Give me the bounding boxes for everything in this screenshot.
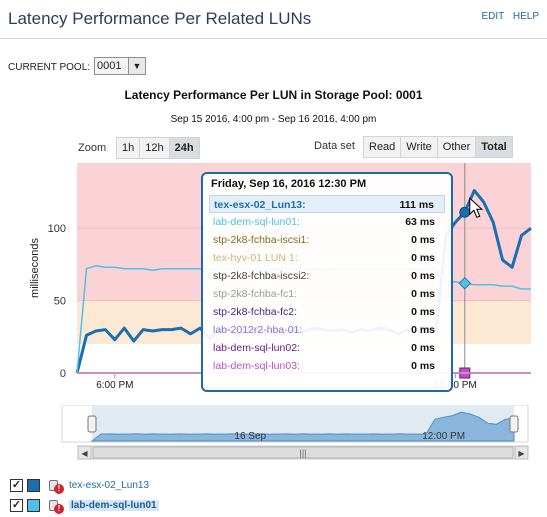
tooltip-row: stp-2k8-fchba-fc2: 0 ms [209,303,445,321]
header-divider [0,38,547,39]
chart-title: Latency Performance Per LUN in Storage P… [124,88,423,102]
legend-item[interactable]: ✓! lab-dem-sql-lun01 [10,496,159,515]
tooltip-row: stp-2k8-fchba-iscsi1: 0 ms [209,231,445,249]
tooltip-series-name: stp-2k8-fchba-fc1: [213,288,298,300]
x-tick-label: 12:00 PM [434,380,477,391]
zoom-button-group: 1h 12h 24h [116,137,200,159]
zoom-label: Zoom [78,142,107,154]
legend-label[interactable]: lab-dem-sql-lun01 [69,500,159,511]
zoom-24h-button[interactable]: 24h [169,138,199,158]
series-color-swatch [27,499,40,512]
error-icon: ! [54,483,64,494]
tooltip-row: lab-dem-sql-lun03: 0 ms [209,357,445,375]
chart-navigator[interactable]: 16 Sep 12:00 PM ||| ◀ ▶ [0,405,547,463]
current-pool-label: CURRENT POOL: [8,62,91,73]
mouse-pointer-icon [469,197,484,218]
tooltip-series-name: tex-esx-02_Lun13: [214,199,306,211]
scrollbar-grip-icon: ||| [299,448,306,458]
checkbox-icon[interactable]: ✓ [10,499,23,512]
y-axis-title: milliseconds [29,238,41,298]
help-link[interactable]: HELP [512,11,539,22]
navigator-label: 12:00 PM [422,431,465,442]
tooltip-row: lab-dem-sql-lun02: 0 ms [209,339,445,357]
chart-subtitle: Sep 15 2016, 4:00 pm - Sep 16 2016, 4:00… [170,114,377,125]
tooltip-series-value: 0 ms [411,252,435,264]
tooltip-row: stp-2k8-fchba-iscsi2: 0 ms [209,267,445,285]
tooltip-series-value: 0 ms [411,270,435,282]
tooltip-series-name: stp-2k8-fchba-fc2: [213,306,298,318]
dataset-total-button[interactable]: Total [476,137,512,157]
database-icon: ! [49,479,64,494]
navigator-area [90,411,515,442]
tooltip-series-name: lab-dem-sql-lun02: [213,342,300,354]
tooltip-series-name: lab-2012r2-hba-01: [213,324,303,336]
y-tick-label: 100 [48,223,66,235]
header-links: EDIT HELP [475,11,539,22]
dataset-write-button[interactable]: Write [401,137,438,157]
chevron-right-icon: ▶ [518,449,525,458]
navigator-handle [509,415,519,433]
tooltip-series-value: 0 ms [411,234,435,246]
legend-item[interactable]: ✓! tex-esx-02_Lun13 [10,476,159,495]
scroll-left-button [77,445,92,460]
tooltip-row: tex-hyv-01 LUN 1: 0 ms [209,249,445,267]
tooltip-series-value: 0 ms [411,342,435,354]
x-tick-label: 6:00 PM [96,380,133,391]
dataset-other-button[interactable]: Other [437,137,477,157]
chevron-left-icon: ◀ [81,449,88,458]
navigator-scrollbar-thumb [92,446,514,459]
page-title: Latency Performance Per Related LUNs [8,9,312,28]
dataset-read-button[interactable]: Read [364,137,402,157]
tooltip-series-name: lab-dem-sql-lun01: [213,216,300,228]
dataset-button-group: Read Write Other Total [363,136,513,158]
zoom-1h-button[interactable]: 1h [117,138,141,158]
pool-select[interactable]: 0001 ▼ [94,57,146,75]
series-legend: ✓! tex-esx-02_Lun13 ✓! lab-dem-sql-lun01 [10,476,159,516]
series-color-swatch [27,479,40,492]
tooltip-series-name: stp-2k8-fchba-iscsi2: [213,270,310,282]
legend-label[interactable]: tex-esx-02_Lun13 [69,480,150,491]
hover-point-marker [459,206,471,218]
chevron-down-icon: ▼ [128,58,145,74]
checkbox-icon[interactable]: ✓ [10,479,23,492]
tooltip-row: lab-2012r2-hba-01: 0 ms [209,321,445,339]
tooltip-title: Friday, Sep 16, 2016 12:30 PM [211,178,367,190]
tooltip-series-value: 0 ms [411,288,435,300]
dataset-label: Data set [314,140,355,152]
chart-tooltip: Friday, Sep 16, 2016 12:30 PM tex-esx-02… [201,172,453,392]
tooltip-series-name: stp-2k8-fchba-iscsi1: [213,234,310,246]
tooltip-row: stp-2k8-fchba-fc1: 0 ms [209,285,445,303]
navigator-label: 16 Sep [234,431,266,442]
y-tick-label: 50 [54,296,66,308]
navigator-handle [87,415,97,433]
tooltip-series-value: 111 ms [399,199,434,211]
tooltip-rows: tex-esx-02_Lun13: 111 ms lab-dem-sql-lun01… [209,195,445,375]
tooltip-row: lab-dem-sql-lun01: 63 ms [209,213,445,231]
tooltip-row: tex-esx-02_Lun13: 111 ms [209,195,445,213]
zoom-12h-button[interactable]: 12h [140,138,170,158]
tooltip-series-value: 0 ms [411,306,435,318]
database-icon: ! [49,499,64,514]
hover-point-marker [458,276,472,290]
scroll-right-button [514,445,529,460]
tooltip-series-value: 0 ms [411,360,435,372]
tooltip-series-name: lab-dem-sql-lun03: [213,360,300,372]
y-tick-label: 0 [60,368,66,380]
error-icon: ! [54,503,64,514]
tooltip-series-value: 0 ms [411,324,435,336]
pool-select-value: 0001 [97,60,122,72]
tooltip-series-name: tex-hyv-01 LUN 1: [213,252,298,264]
tooltip-series-value: 63 ms [405,216,435,228]
edit-link[interactable]: EDIT [481,11,505,22]
